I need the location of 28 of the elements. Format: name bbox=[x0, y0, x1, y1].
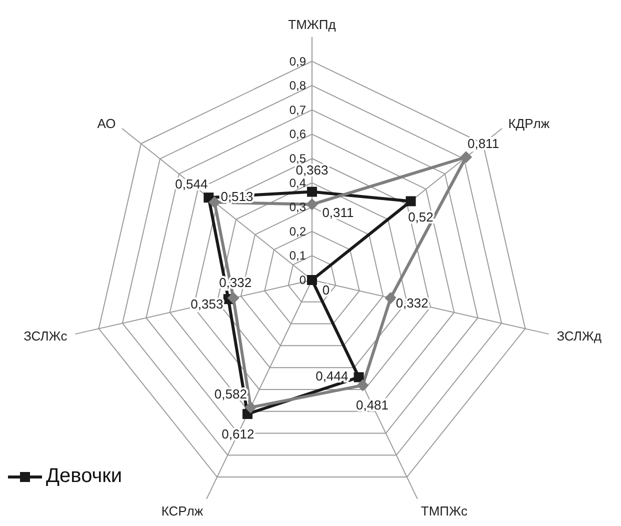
y-tick-label: 0,9 bbox=[289, 54, 306, 68]
spoke-label: АО bbox=[97, 116, 116, 132]
data-label: 0,311 bbox=[322, 204, 354, 220]
data-label: 0,513 bbox=[220, 188, 254, 204]
data-label: 0,544 bbox=[175, 176, 208, 192]
spoke-label: ЗСЛЖс bbox=[24, 328, 68, 344]
y-tick-label: 0,5 bbox=[289, 152, 306, 166]
spoke-label: ТМЖПд bbox=[288, 17, 336, 32]
data-label: 0,332 bbox=[396, 295, 428, 310]
y-tick-label: 0,8 bbox=[289, 78, 306, 93]
data-label: 0,444 bbox=[316, 368, 348, 384]
y-tick-label: 0,7 bbox=[289, 102, 306, 117]
y-tick-label: 0 bbox=[299, 273, 306, 287]
spoke-label: КДРлж bbox=[508, 116, 550, 132]
data-label: 0,481 bbox=[356, 398, 389, 413]
y-tick-label: 0,4 bbox=[289, 176, 306, 190]
data-label: 0,811 bbox=[467, 136, 500, 151]
spoke-label: ЗСЛЖд bbox=[556, 328, 602, 344]
spoke-label: КСРлж bbox=[161, 503, 204, 518]
y-tick-label: 0,6 bbox=[289, 127, 306, 142]
spoke-label: ТМПЖс bbox=[420, 503, 468, 518]
data-label: 0,353 bbox=[190, 296, 224, 312]
data-label: 0,612 bbox=[222, 426, 254, 442]
legend-label: Девочки bbox=[46, 465, 122, 488]
y-tick-label: 0,1 bbox=[289, 248, 306, 263]
y-tick-label: 0,2 bbox=[289, 224, 306, 238]
data-label: 0 bbox=[322, 282, 330, 298]
data-label: 0,52 bbox=[408, 210, 434, 225]
